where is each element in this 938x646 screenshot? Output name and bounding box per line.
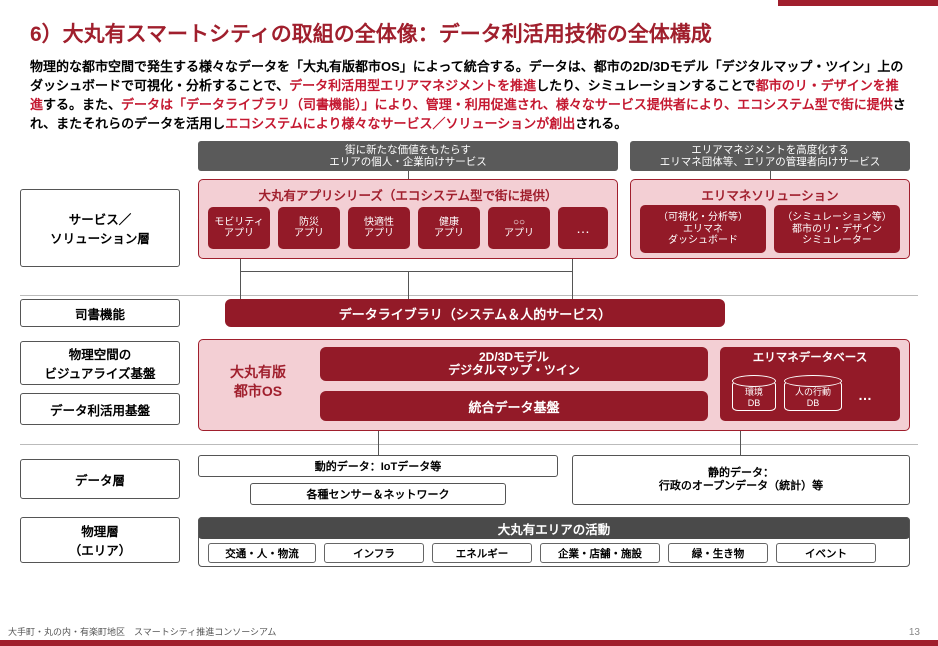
activity-3: 企業・店舗・施設 — [540, 543, 660, 563]
page-number: 13 — [909, 627, 920, 638]
data-library-bar: データライブラリ（システム＆人的サービス） — [225, 299, 725, 327]
app-comfort: 快適性 アプリ — [348, 207, 410, 249]
solution-dashboard: （可視化・分析等） エリマネ ダッシュボード — [640, 205, 766, 253]
row-label-physical: 物理層 （エリア） — [20, 517, 180, 563]
db-env-icon: 環境 DB — [732, 375, 776, 411]
app-series-header: 大丸有アプリシリーズ（エコシステム型で街に提供） — [199, 180, 617, 207]
db-more: … — [858, 387, 872, 403]
row-label-librarian: 司書機能 — [20, 299, 180, 327]
integrated-data-bar: 統合データ基盤 — [320, 391, 708, 421]
activity-1: インフラ — [324, 543, 424, 563]
architecture-diagram: サービス／ ソリューション層 司書機能 物理空間の ビジュアライズ基盤 データ利… — [20, 141, 918, 593]
accent-bar-top — [778, 0, 938, 6]
digital-map-twin-bar: 2D/3Dモデル デジタルマップ・ツイン — [320, 347, 708, 381]
row-label-service: サービス／ ソリューション層 — [20, 189, 180, 267]
row-label-viz: 物理空間の ビジュアライズ基盤 — [20, 341, 180, 385]
static-data-box: 静的データ： 行政のオープンデータ（統計）等 — [572, 455, 910, 505]
solution-header: エリマネソリューション — [631, 180, 909, 207]
app-more: … — [558, 207, 608, 249]
db-behavior-icon: 人の行動 DB — [784, 375, 842, 411]
app-mobility: モビリティ アプリ — [208, 207, 270, 249]
activity-4: 緑・生き物 — [668, 543, 768, 563]
activity-0: 交通・人・物流 — [208, 543, 316, 563]
activity-5: イベント — [776, 543, 876, 563]
page-title: 6）大丸有スマートシティの取組の全体像：データ利活用技術の全体構成 — [0, 0, 938, 54]
solution-simulator: （シミュレーション等） 都市のリ・デザイン シミュレーター — [774, 205, 900, 253]
graybar-left: 街に新たな価値をもたらす エリアの個人・企業向けサービス — [198, 141, 618, 171]
app-generic: ○○ アプリ — [488, 207, 550, 249]
urban-os-label: 大丸有版 都市OS — [208, 363, 308, 399]
accent-bar-bottom — [0, 640, 938, 646]
dynamic-data-header: 動的データ：IoTデータ等 — [198, 455, 558, 477]
app-health: 健康 アプリ — [418, 207, 480, 249]
dynamic-data-sensor: 各種センサー＆ネットワーク — [250, 483, 506, 505]
row-label-datalayer: データ層 — [20, 459, 180, 499]
app-disaster: 防災 アプリ — [278, 207, 340, 249]
graybar-right: エリアマネジメントを高度化する エリマネ団体等、エリアの管理者向けサービス — [630, 141, 910, 171]
activity-2: エネルギー — [432, 543, 532, 563]
footer-text: 大手町・丸の内・有楽町地区 スマートシティ推進コンソーシアム — [8, 625, 276, 638]
description: 物理的な都市空間で発生する様々なデータを「大丸有版都市OS」によって統合する。デ… — [0, 54, 938, 141]
row-label-datause: データ利活用基盤 — [20, 393, 180, 425]
